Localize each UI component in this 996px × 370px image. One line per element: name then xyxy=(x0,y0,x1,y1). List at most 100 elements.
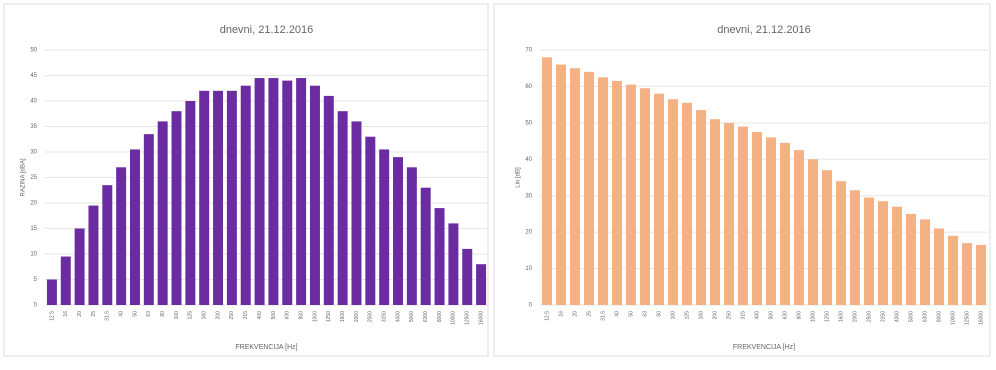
x-tick-label: 250 xyxy=(229,311,235,320)
x-tick-label: 160 xyxy=(698,311,704,320)
bar xyxy=(420,187,431,305)
y-tick-label: 45 xyxy=(30,73,37,79)
x-tick-label: 2000 xyxy=(354,311,360,322)
x-tick-label: 6300 xyxy=(922,311,928,322)
x-tick-label: 100 xyxy=(670,311,676,320)
chart-title: dnevni, 21.12.2016 xyxy=(220,24,314,36)
bar xyxy=(393,157,403,305)
x-tick-label: 5000 xyxy=(409,311,415,322)
bar xyxy=(821,170,833,305)
bar xyxy=(597,77,609,305)
bar xyxy=(975,244,987,305)
y-tick-label: 20 xyxy=(525,230,532,236)
x-axis-title: FREKVENCIJA [Hz] xyxy=(733,344,795,351)
y-tick-label: 25 xyxy=(30,175,37,181)
y-tick-label: 0 xyxy=(34,303,38,309)
x-tick-label: 630 xyxy=(782,311,788,320)
bar xyxy=(462,248,473,305)
x-tick-label: 1000 xyxy=(312,311,318,322)
x-tick-label: 16 xyxy=(63,311,69,317)
x-tick-label: 12500 xyxy=(964,311,970,325)
bar xyxy=(434,208,445,305)
x-tick-label: 500 xyxy=(271,311,277,320)
x-tick-label: 25 xyxy=(586,311,592,317)
x-tick-label: 125 xyxy=(188,311,194,320)
y-tick-label: 50 xyxy=(30,48,37,54)
bar xyxy=(905,213,917,305)
bar xyxy=(961,243,973,305)
y-tick-label: 0 xyxy=(529,303,533,309)
x-tick-label: 80 xyxy=(656,311,662,317)
chart-title: dnevni, 21.12.2016 xyxy=(717,24,811,36)
x-tick-label: 500 xyxy=(768,311,774,320)
bar xyxy=(555,64,567,305)
y-tick-label: 40 xyxy=(30,99,37,105)
bar xyxy=(309,85,320,305)
x-tick-label: 200 xyxy=(215,311,221,320)
x-tick-label: 800 xyxy=(796,311,802,320)
bar xyxy=(863,197,875,305)
bar xyxy=(681,102,693,305)
x-tick-label: 3150 xyxy=(382,311,388,322)
x-tick-label: 10000 xyxy=(950,311,956,325)
x-tick-label: 16 xyxy=(558,311,564,317)
x-tick-label: 5000 xyxy=(908,311,914,322)
y-tick-label: 10 xyxy=(30,252,37,258)
bar xyxy=(448,223,459,305)
bar xyxy=(695,110,707,305)
x-tick-label: 160 xyxy=(202,311,208,320)
x-tick-label: 50 xyxy=(628,311,634,317)
bar xyxy=(933,228,945,305)
bar xyxy=(406,167,417,305)
x-tick-label: 2500 xyxy=(866,311,872,322)
x-tick-label: 20 xyxy=(77,311,83,317)
bar xyxy=(337,111,348,305)
bar xyxy=(877,201,889,305)
bar xyxy=(379,149,390,305)
y-tick-label: 5 xyxy=(34,277,38,283)
y-tick-label: 30 xyxy=(525,193,532,199)
x-tick-label: 80 xyxy=(160,311,166,317)
bar xyxy=(807,159,819,305)
bar xyxy=(835,181,847,305)
x-tick-label: 20 xyxy=(572,311,578,317)
x-tick-label: 1000 xyxy=(810,311,816,322)
bar xyxy=(891,206,903,305)
bar xyxy=(737,126,749,305)
x-tick-label: 16000 xyxy=(978,311,984,325)
bar xyxy=(157,121,168,306)
x-tick-label: 25 xyxy=(91,311,97,317)
bar xyxy=(240,85,251,305)
bar xyxy=(268,78,279,305)
x-tick-label: 2000 xyxy=(852,311,858,322)
bar xyxy=(611,80,623,305)
bar xyxy=(74,228,85,305)
x-tick-label: 200 xyxy=(712,311,718,320)
bar xyxy=(583,71,595,305)
bar xyxy=(116,167,127,305)
x-tick-label: 12500 xyxy=(465,311,471,325)
bar xyxy=(130,149,140,305)
y-tick-label: 15 xyxy=(30,226,37,232)
bar xyxy=(947,235,959,305)
x-tick-label: 4000 xyxy=(894,311,900,322)
bar xyxy=(751,131,763,305)
bar xyxy=(653,93,665,305)
x-tick-label: 1600 xyxy=(838,311,844,322)
bar xyxy=(625,84,637,305)
y-tick-label: 70 xyxy=(525,48,532,54)
x-tick-label: 40 xyxy=(118,311,124,317)
x-tick-label: 1250 xyxy=(824,311,830,322)
x-tick-label: 1250 xyxy=(326,311,332,322)
x-tick-label: 315 xyxy=(740,311,746,320)
y-tick-label: 30 xyxy=(30,150,37,156)
y-tick-label: 10 xyxy=(525,266,532,272)
bar xyxy=(46,279,57,305)
bar xyxy=(226,90,237,305)
bar xyxy=(88,205,99,305)
x-tick-label: 8000 xyxy=(936,311,942,322)
x-tick-label: 12.5 xyxy=(49,311,55,321)
x-tick-label: 125 xyxy=(684,311,690,320)
y-tick-label: 35 xyxy=(30,124,37,130)
